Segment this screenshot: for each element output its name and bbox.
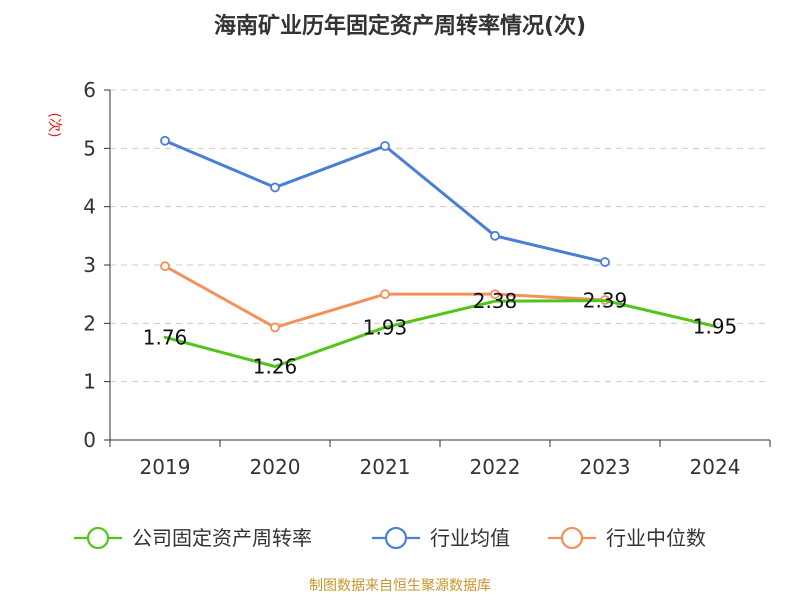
legend-marker-2 [560, 526, 584, 550]
series-line-0 [163, 299, 717, 368]
axes: 0 1 2 3 4 5 6 2019 2020 2021 2022 2023 2024 [83, 78, 771, 479]
legend: 公司固定资产周转率 行业均值 行业中位数 [74, 526, 706, 550]
y-tick-label: 1 [83, 370, 96, 394]
series-layer [160, 135, 717, 368]
source-note: 制图数据来自恒生聚源数据库 [309, 578, 491, 594]
data-point-2 [380, 289, 390, 300]
legend-label-2: 行业中位数 [606, 526, 706, 550]
data-label: 1.26 [253, 355, 298, 379]
x-tick-label: 2019 [140, 455, 191, 479]
data-label: 1.76 [143, 325, 188, 349]
data-label: 1.93 [363, 315, 408, 339]
data-point-2 [160, 261, 170, 272]
x-tick-label: 2020 [250, 455, 301, 479]
legend-marker-0 [86, 526, 110, 550]
y-tick-label: 5 [83, 136, 96, 160]
x-tick-label: 2022 [470, 455, 521, 479]
data-point-1 [600, 257, 610, 267]
x-tick-label: 2021 [360, 455, 411, 479]
y-axis-label: (次) [46, 113, 62, 138]
data-point-1 [160, 135, 170, 146]
chart-title: 海南矿业历年固定资产周转率情况(次) [214, 13, 586, 39]
x-tick-label: 2024 [690, 455, 741, 479]
data-point-1 [270, 182, 280, 193]
legend-marker-1 [384, 526, 408, 550]
data-label: 2.38 [473, 289, 518, 313]
data-point-2 [270, 322, 280, 333]
data-point-1 [380, 141, 390, 151]
y-tick-label: 6 [83, 78, 96, 102]
y-tick-label: 3 [83, 253, 96, 277]
y-tick-label: 2 [83, 311, 96, 335]
data-point-1 [490, 230, 500, 241]
legend-label-1: 行业均值 [430, 526, 510, 550]
data-label: 2.39 [583, 289, 628, 313]
legend-label-0: 公司固定资产周转率 [132, 526, 312, 550]
data-point-2 [490, 289, 500, 300]
x-tick-label: 2023 [580, 455, 631, 479]
grid-lines [110, 89, 770, 383]
y-tick-label: 4 [83, 195, 96, 219]
y-tick-label: 0 [83, 428, 96, 452]
data-label: 1.95 [693, 314, 738, 338]
series-line-1 [163, 139, 607, 264]
data-labels: 1.76 1.26 1.93 2.38 2.39 1.95 [143, 289, 738, 379]
